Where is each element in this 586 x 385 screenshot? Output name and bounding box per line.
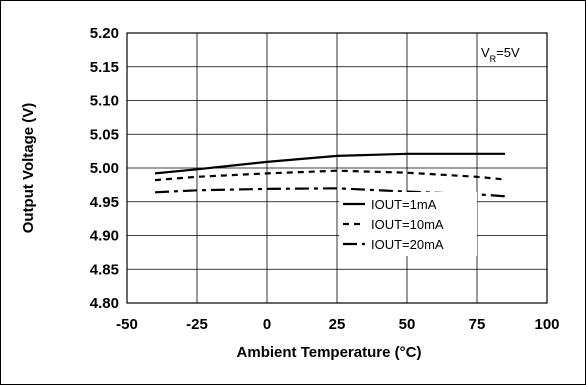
y-tick-label: 5.10 <box>90 93 119 110</box>
legend-label: IOUT=10mA <box>371 217 444 232</box>
series-lines <box>154 152 506 198</box>
gridlines <box>127 33 547 303</box>
series-line <box>154 169 506 182</box>
y-tick-label: 5.05 <box>90 126 119 143</box>
y-tick-label: 4.90 <box>90 228 119 245</box>
condition-annotation: VR=5V <box>481 45 520 64</box>
y-tick-label: 4.85 <box>90 261 119 278</box>
y-axis-tick-labels: 4.80 4.85 4.90 4.95 5.00 5.05 5.10 5.15 5.20 <box>90 25 119 312</box>
y-tick-label: 5.00 <box>90 160 119 177</box>
y-axis-title: Output Voltage (V) <box>20 103 37 234</box>
x-axis-title: Ambient Temperature (°C) <box>237 344 422 361</box>
legend: IOUT=1mA IOUT=10mA IOUT=20mA <box>339 192 477 256</box>
plot-area <box>126 32 548 304</box>
x-tick-label: 50 <box>399 316 416 333</box>
y-tick-label: 4.95 <box>90 194 119 211</box>
x-tick-label: 100 <box>534 316 559 333</box>
x-tick-label: 25 <box>329 316 346 333</box>
legend-label: IOUT=1mA <box>371 197 437 212</box>
annotation-subscript: R <box>490 54 497 64</box>
legend-label: IOUT=20mA <box>371 237 444 252</box>
y-tick-label: 4.80 <box>90 295 119 312</box>
x-tick-label: 75 <box>469 316 486 333</box>
y-tick-label: 5.15 <box>90 59 119 76</box>
x-tick-label: -25 <box>186 316 208 333</box>
x-axis-tick-labels: -50 -25 0 25 50 75 100 <box>116 316 559 333</box>
y-tick-label: 5.20 <box>90 25 119 42</box>
series-line <box>154 152 505 175</box>
annotation-prefix: V <box>481 45 490 60</box>
x-tick-label: 0 <box>263 316 271 333</box>
annotation-suffix: =5V <box>496 45 520 60</box>
x-tick-label: -50 <box>116 316 138 333</box>
legend-background <box>339 192 477 256</box>
